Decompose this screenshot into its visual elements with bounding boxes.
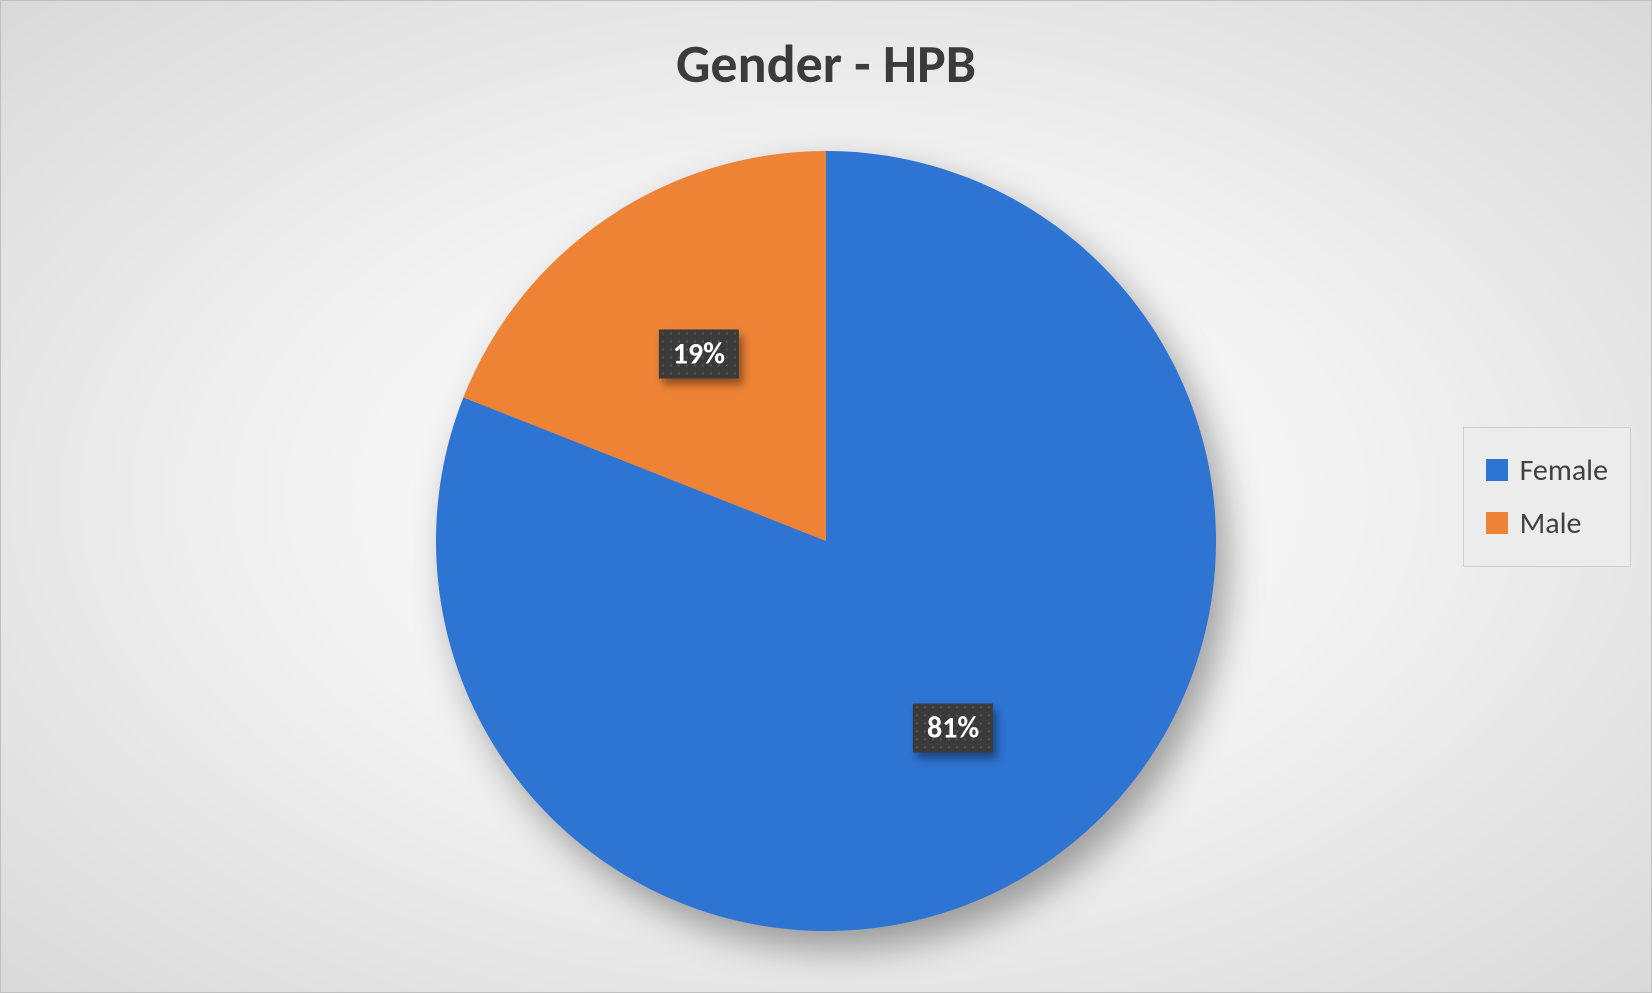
legend-item-female: Female	[1486, 444, 1608, 497]
chart-title: Gender - HPB	[1, 31, 1651, 97]
legend-text-female: Female	[1520, 452, 1608, 489]
legend-item-male: Male	[1486, 497, 1608, 550]
legend: Female Male	[1463, 427, 1631, 567]
pie-chart: 81% 19%	[436, 151, 1216, 936]
data-label-female: 81%	[913, 704, 993, 753]
legend-text-male: Male	[1520, 505, 1582, 542]
data-label-male: 19%	[659, 329, 739, 378]
chart-frame: Gender - HPB 81% 19% Female Male	[0, 0, 1652, 993]
pie-svg	[436, 151, 1216, 931]
legend-swatch-male	[1486, 512, 1508, 534]
legend-swatch-female	[1486, 459, 1508, 481]
